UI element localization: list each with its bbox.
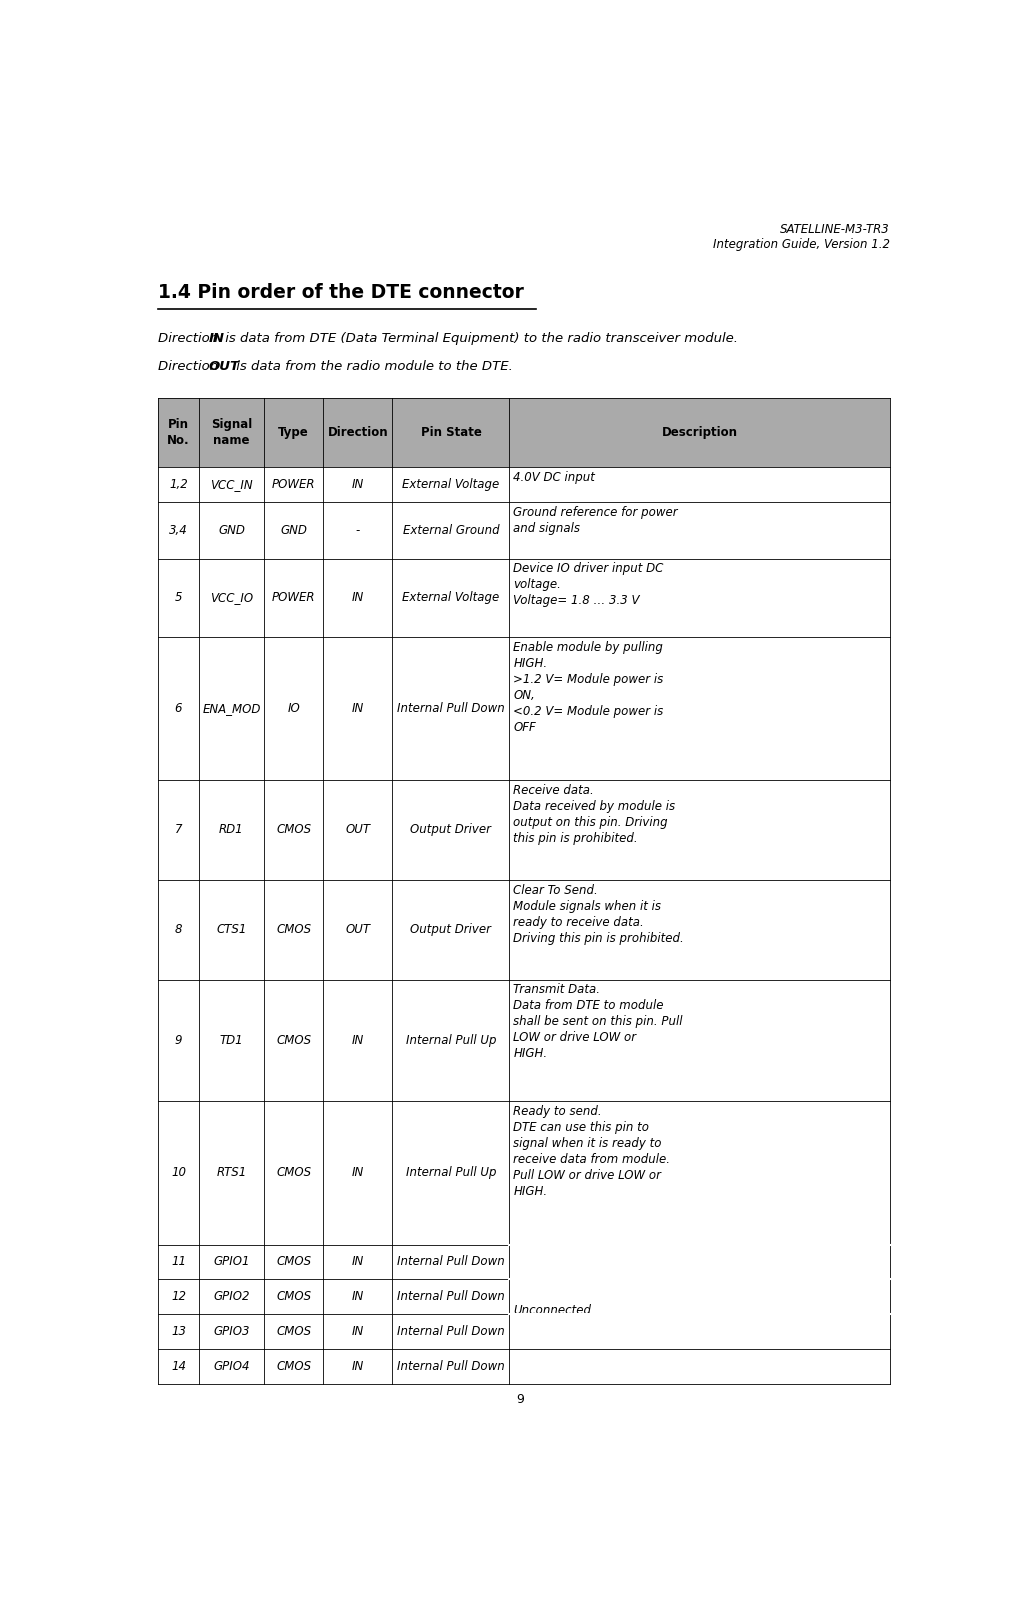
- Text: 11: 11: [171, 1255, 186, 1268]
- Text: 1,2: 1,2: [170, 478, 188, 491]
- Text: Receive data.
Data received by module is
output on this pin. Driving
this pin is: Receive data. Data received by module is…: [514, 785, 676, 844]
- Text: -: -: [355, 524, 359, 536]
- Text: External Voltage: External Voltage: [402, 591, 499, 604]
- Text: VCC_IO: VCC_IO: [210, 591, 253, 604]
- Text: IN: IN: [351, 1360, 363, 1373]
- Text: Internal Pull Down: Internal Pull Down: [397, 1255, 504, 1268]
- Bar: [158, 398, 890, 467]
- Text: Direction: Direction: [158, 359, 222, 372]
- Text: GPIO3: GPIO3: [213, 1324, 250, 1339]
- Text: Type: Type: [278, 427, 309, 440]
- Text: IN: IN: [351, 591, 363, 604]
- Text: CTS1: CTS1: [216, 923, 247, 936]
- Text: IN: IN: [351, 1324, 363, 1339]
- Text: Pin State: Pin State: [420, 427, 481, 440]
- Text: Internal Pull Down: Internal Pull Down: [397, 1360, 504, 1373]
- Text: Ready to send.
DTE can use this pin to
signal when it is ready to
receive data f: Ready to send. DTE can use this pin to s…: [514, 1105, 671, 1199]
- Text: GPIO1: GPIO1: [213, 1255, 250, 1268]
- Text: Direction: Direction: [328, 427, 388, 440]
- Text: CMOS: CMOS: [276, 1255, 312, 1268]
- Text: IN: IN: [351, 702, 363, 715]
- Text: RTS1: RTS1: [216, 1166, 247, 1179]
- Text: Enable module by pulling
HIGH.
>1.2 V= Module power is
ON,
<0.2 V= Module power : Enable module by pulling HIGH. >1.2 V= M…: [514, 641, 664, 733]
- Text: 5: 5: [175, 591, 183, 604]
- Text: SATELLINE-M3-TR3: SATELLINE-M3-TR3: [781, 222, 890, 237]
- Text: Direction: Direction: [158, 332, 222, 345]
- Text: POWER: POWER: [272, 478, 316, 491]
- Text: External Ground: External Ground: [403, 524, 499, 536]
- Text: Description: Description: [662, 427, 738, 440]
- Text: 6: 6: [175, 702, 183, 715]
- Text: 9: 9: [175, 1034, 183, 1047]
- Text: OUT: OUT: [345, 823, 370, 836]
- Text: ENA_MOD: ENA_MOD: [202, 702, 261, 715]
- Text: is data from the radio module to the DTE.: is data from the radio module to the DTE…: [232, 359, 514, 372]
- Text: 10: 10: [171, 1166, 186, 1179]
- Text: RD1: RD1: [219, 823, 244, 836]
- Text: 4.0V DC input: 4.0V DC input: [514, 470, 596, 485]
- Text: CMOS: CMOS: [276, 1034, 312, 1047]
- Text: Transmit Data.
Data from DTE to module
shall be sent on this pin. Pull
LOW or dr: Transmit Data. Data from DTE to module s…: [514, 983, 683, 1060]
- Text: GND: GND: [218, 524, 245, 536]
- Text: 8: 8: [175, 923, 183, 936]
- Text: IN: IN: [351, 1290, 363, 1303]
- Text: IN: IN: [351, 478, 363, 491]
- Text: CMOS: CMOS: [276, 1166, 312, 1179]
- Text: CMOS: CMOS: [276, 1290, 312, 1303]
- Text: 1.4 Pin order of the DTE connector: 1.4 Pin order of the DTE connector: [158, 282, 524, 301]
- Text: 3,4: 3,4: [170, 524, 188, 536]
- Text: Pin
No.: Pin No.: [167, 419, 190, 448]
- Text: OUT: OUT: [208, 359, 240, 372]
- Text: Signal
name: Signal name: [211, 419, 252, 448]
- Text: IO: IO: [287, 702, 300, 715]
- Text: IN: IN: [208, 332, 224, 345]
- Text: Clear To Send.
Module signals when it is
ready to receive data.
Driving this pin: Clear To Send. Module signals when it is…: [514, 884, 684, 944]
- Text: IN: IN: [351, 1166, 363, 1179]
- Text: Internal Pull Up: Internal Pull Up: [406, 1034, 496, 1047]
- Text: 13: 13: [171, 1324, 186, 1339]
- Text: GND: GND: [280, 524, 308, 536]
- Text: Integration Guide, Version 1.2: Integration Guide, Version 1.2: [713, 238, 890, 251]
- Text: GPIO2: GPIO2: [213, 1290, 250, 1303]
- Text: POWER: POWER: [272, 591, 316, 604]
- Text: Internal Pull Up: Internal Pull Up: [406, 1166, 496, 1179]
- Text: CMOS: CMOS: [276, 1324, 312, 1339]
- Text: Output Driver: Output Driver: [410, 923, 491, 936]
- Text: 12: 12: [171, 1290, 186, 1303]
- Text: 9: 9: [517, 1394, 524, 1406]
- Text: Internal Pull Down: Internal Pull Down: [397, 702, 504, 715]
- Text: CMOS: CMOS: [276, 923, 312, 936]
- Text: 14: 14: [171, 1360, 186, 1373]
- Text: 7: 7: [175, 823, 183, 836]
- Text: IN: IN: [351, 1255, 363, 1268]
- Text: Unconnected.: Unconnected.: [514, 1303, 595, 1316]
- Text: OUT: OUT: [345, 923, 370, 936]
- Text: CMOS: CMOS: [276, 1360, 312, 1373]
- Text: VCC_IN: VCC_IN: [210, 478, 253, 491]
- Text: IN: IN: [351, 1034, 363, 1047]
- Text: External Voltage: External Voltage: [402, 478, 499, 491]
- Text: Ground reference for power
and signals: Ground reference for power and signals: [514, 506, 678, 535]
- Text: Internal Pull Down: Internal Pull Down: [397, 1290, 504, 1303]
- Text: Device IO driver input DC
voltage.
Voltage= 1.8 … 3.3 V: Device IO driver input DC voltage. Volta…: [514, 562, 664, 607]
- Text: Internal Pull Down: Internal Pull Down: [397, 1324, 504, 1339]
- Text: GPIO4: GPIO4: [213, 1360, 250, 1373]
- Text: is data from DTE (Data Terminal Equipment) to the radio transceiver module.: is data from DTE (Data Terminal Equipmen…: [220, 332, 738, 345]
- Text: TD1: TD1: [219, 1034, 244, 1047]
- Text: Output Driver: Output Driver: [410, 823, 491, 836]
- Text: CMOS: CMOS: [276, 823, 312, 836]
